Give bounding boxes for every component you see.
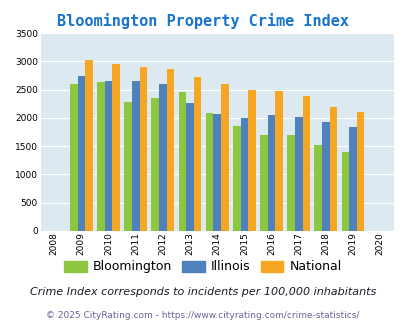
Bar — [267, 115, 275, 231]
Bar — [97, 82, 104, 231]
Bar — [302, 96, 309, 231]
Bar — [240, 118, 247, 231]
Text: © 2025 CityRating.com - https://www.cityrating.com/crime-statistics/: © 2025 CityRating.com - https://www.city… — [46, 311, 359, 320]
Bar — [70, 84, 77, 231]
Bar — [132, 81, 139, 231]
Bar — [220, 84, 228, 231]
Bar — [232, 126, 240, 231]
Bar — [139, 67, 147, 231]
Bar — [159, 84, 166, 231]
Bar — [205, 113, 213, 231]
Bar — [124, 102, 132, 231]
Bar — [213, 115, 220, 231]
Bar — [247, 89, 255, 231]
Bar — [314, 145, 321, 231]
Bar — [186, 103, 193, 231]
Bar — [341, 152, 348, 231]
Bar — [85, 60, 92, 231]
Bar — [275, 91, 282, 231]
Bar — [329, 107, 337, 231]
Bar — [151, 98, 159, 231]
Text: Crime Index corresponds to incidents per 100,000 inhabitants: Crime Index corresponds to incidents per… — [30, 287, 375, 297]
Bar — [77, 76, 85, 231]
Bar — [321, 122, 329, 231]
Bar — [294, 117, 302, 231]
Bar — [260, 135, 267, 231]
Bar — [104, 81, 112, 231]
Bar — [178, 92, 186, 231]
Bar — [193, 77, 201, 231]
Bar — [356, 112, 364, 231]
Bar — [348, 127, 356, 231]
Text: Bloomington Property Crime Index: Bloomington Property Crime Index — [57, 14, 348, 29]
Bar — [166, 69, 174, 231]
Bar — [112, 64, 119, 231]
Bar — [287, 135, 294, 231]
Legend: Bloomington, Illinois, National: Bloomington, Illinois, National — [59, 255, 346, 279]
